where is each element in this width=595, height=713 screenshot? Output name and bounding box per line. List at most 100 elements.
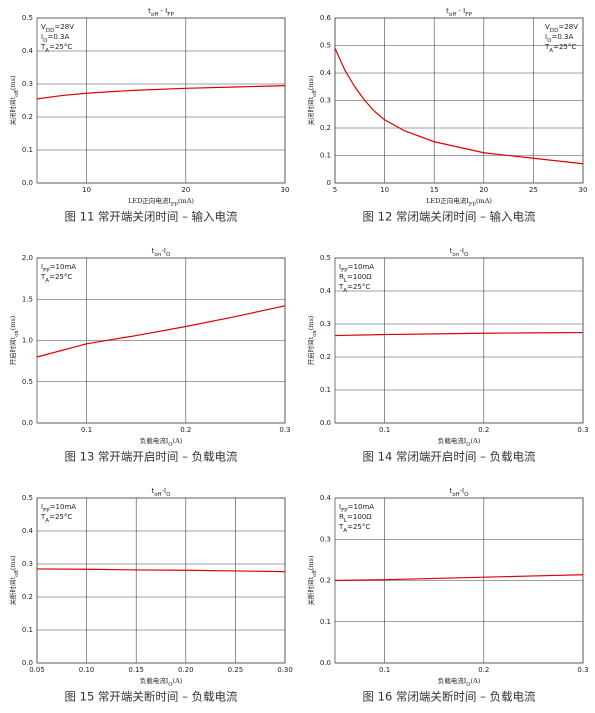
annotation-part: =25°C: [553, 43, 576, 51]
plot-frame: [36, 497, 286, 664]
x-tick-label: 0.30: [277, 666, 293, 674]
y-axis-label-part: 关闭时间t: [306, 97, 315, 126]
annotation-part: T: [338, 523, 344, 531]
y-axis-label-part: (ms): [307, 555, 315, 570]
data-line: [334, 574, 584, 582]
x-tick-label: 0.3: [577, 666, 588, 674]
y-tick-label: 0.5: [320, 254, 331, 262]
chart-title: ton-IO: [152, 247, 171, 258]
annotation-part: I: [41, 263, 43, 271]
chart-title-part: - I: [456, 7, 465, 15]
x-tick-label: 0.2: [180, 426, 191, 434]
y-tick-label: 0.1: [22, 146, 33, 154]
x-tick-label: 0.25: [228, 666, 244, 674]
y-axis-label-part: 关断时间t: [306, 577, 315, 606]
x-axis-label: LED正向电流IFP(mA): [128, 196, 194, 208]
chart-title-part: off: [151, 12, 158, 18]
x-axis-label-part: LED正向电流I: [128, 196, 171, 205]
y-tick-label: 0.4: [320, 287, 332, 295]
x-axis-label-part: (A): [173, 437, 183, 445]
x-tick-label: 0.2: [478, 666, 489, 674]
x-axis-label-part: (A): [471, 437, 481, 445]
annotation-part: I: [41, 33, 43, 41]
annotation-part: =0.3A: [551, 33, 573, 41]
annotation-part: =25°C: [49, 273, 72, 281]
chart-title-part: t: [450, 247, 453, 255]
annotation-part: =25°C: [347, 283, 370, 291]
y-tick-label: 0.2: [320, 124, 331, 132]
x-tick-label: 0.20: [178, 666, 194, 674]
y-axis-label: 开启时间ton(ms): [8, 315, 20, 365]
figure-caption: 图 13 常开端开启时间 – 负载电流: [64, 450, 238, 464]
y-tick-label: 0.3: [22, 560, 33, 568]
y-tick-label: 0.5: [22, 14, 33, 22]
y-axis-label-part: off: [14, 570, 20, 577]
y-axis-label-part: (ms): [9, 75, 17, 90]
annotation-part: A: [45, 518, 49, 524]
annotation-part: =10mA: [50, 503, 77, 511]
annotation: TA=25°C: [544, 43, 576, 54]
chart-title-part: -I: [161, 247, 166, 255]
annotation-part: =10mA: [348, 263, 375, 271]
x-tick-label: 0.1: [379, 426, 390, 434]
y-tick-label: 0.2: [320, 353, 331, 361]
x-axis-label: 负载电流IO(A): [438, 676, 481, 688]
y-axis-label-part: 关断时间t: [8, 577, 17, 606]
y-axis-label-part: 开启时间t: [306, 336, 315, 365]
y-axis-label: 开启时间ton(ms): [306, 315, 318, 365]
data-line: [334, 48, 584, 165]
y-tick-label: 0.1: [320, 152, 331, 160]
x-tick-label: 15: [430, 186, 439, 194]
x-axis-label: LED正向电流IFP(mA): [426, 196, 492, 208]
chart-title: ton-IO: [450, 247, 469, 258]
y-axis-label: 关断时间toff(ms): [306, 555, 318, 605]
y-axis-label-part: 关闭时间t: [8, 97, 17, 126]
y-axis-label-part: 开启时间t: [8, 336, 17, 365]
y-tick-label: 0.2: [22, 593, 33, 601]
y-axis-label-part: on: [14, 330, 20, 337]
annotation-part: O: [547, 38, 552, 44]
chart-title-part: -I: [460, 487, 465, 495]
annotation-part: =0.3A: [47, 33, 69, 41]
annotation-part: =25°C: [49, 513, 72, 521]
x-axis-label: 负载电流IO(A): [140, 676, 183, 688]
y-axis-label: 关闭时间toff(ms): [8, 75, 20, 125]
y-tick-label: 0.6: [320, 14, 332, 22]
chart-title-part: FP: [465, 12, 472, 18]
x-tick-label: 0.10: [79, 666, 95, 674]
x-axis-label-part: O: [168, 682, 172, 688]
figure-caption: 图 16 常闭端关断时间 – 负载电流: [362, 690, 536, 704]
annotation: IFP=10mA: [41, 263, 76, 274]
chart-title: toff - IFP: [446, 7, 472, 18]
data-line: [36, 568, 286, 573]
chart-title-part: off: [154, 492, 161, 498]
chart-title-part: t: [148, 7, 151, 15]
annotation-part: =25°C: [49, 43, 72, 51]
x-axis-label-part: 负载电流I: [140, 436, 169, 445]
data-line: [36, 305, 286, 358]
annotation-part: =28V: [558, 23, 578, 31]
chart-title-part: O: [166, 252, 171, 258]
x-tick-label: 0.05: [29, 666, 45, 674]
y-axis-label-part: off: [14, 90, 20, 97]
x-tick-label: 20: [479, 186, 488, 194]
x-axis-label-part: (A): [173, 677, 183, 685]
y-tick-label: 0.2: [320, 577, 331, 585]
figure-caption: 图 14 常闭端开启时间 – 负载电流: [362, 450, 536, 464]
x-axis-label: 负载电流IO(A): [140, 436, 183, 448]
figure-caption: 图 15 常开端关断时间 – 负载电流: [64, 690, 238, 704]
x-axis-label-part: 负载电流I: [438, 436, 467, 445]
x-axis-label: 负载电流IO(A): [438, 436, 481, 448]
chart-title-part: FP: [167, 12, 174, 18]
x-tick-label: 30: [281, 186, 290, 194]
annotation-part: I: [339, 503, 341, 511]
chart-title-part: off: [449, 12, 456, 18]
annotation-part: I: [41, 503, 43, 511]
y-tick-label: 0: [327, 179, 331, 187]
x-axis-label-part: 负载电流I: [140, 676, 169, 685]
y-tick-label: 0.3: [22, 80, 33, 88]
annotation-part: T: [40, 43, 46, 51]
annotation-part: R: [339, 513, 344, 521]
y-tick-label: 0.5: [320, 42, 331, 50]
